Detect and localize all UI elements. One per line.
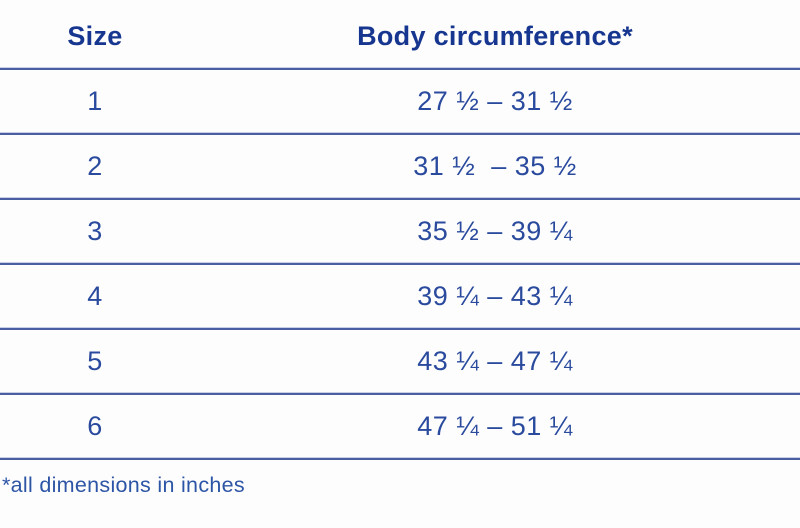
circumference-range: 47 ¼ – 51 ¼ [417,410,573,441]
table-row: 6 47 ¼ – 51 ¼ [0,395,800,457]
header-divider [0,67,800,70]
table-row: 4 39 ¼ – 43 ¼ [0,265,800,327]
dimensions-footnote: *all dimensions in inches [2,473,245,497]
table-header-row: Size Body circumference* [0,0,800,67]
table-row: 1 27 ½ – 31 ½ [0,70,800,132]
circumference-range: 27 ½ – 31 ½ [417,85,573,116]
row-divider [0,132,800,135]
column-header-body-circumference: Body circumference* [357,21,633,51]
circumference-range: 43 ¼ – 47 ¼ [417,345,573,376]
column-header-size: Size [67,21,123,51]
size-value: 2 [87,150,103,181]
table-row: 5 43 ¼ – 47 ¼ [0,330,800,392]
size-value: 6 [87,410,103,441]
row-divider [0,457,800,460]
row-divider [0,197,800,200]
row-divider [0,327,800,330]
size-value: 5 [87,345,103,376]
table-row: 3 35 ½ – 39 ¼ [0,200,800,262]
circumference-range: 39 ¼ – 43 ¼ [417,280,573,311]
size-value: 4 [87,280,103,311]
row-divider [0,392,800,395]
size-value: 1 [87,85,103,116]
size-value: 3 [87,215,103,246]
circumference-range: 31 ½ – 35 ½ [413,150,577,181]
row-divider [0,262,800,265]
table-row: 2 31 ½ – 35 ½ [0,135,800,197]
circumference-range: 35 ½ – 39 ¼ [417,215,573,246]
